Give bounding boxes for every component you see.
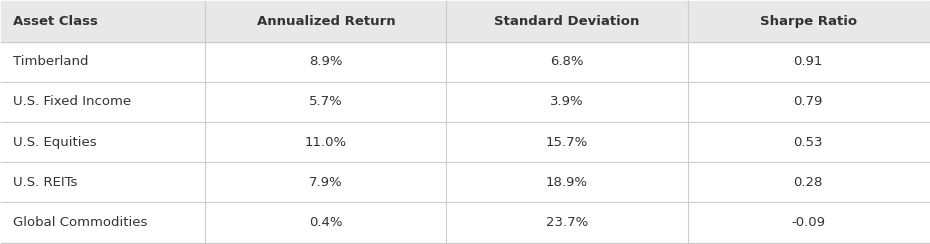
Text: 0.53: 0.53 xyxy=(793,136,823,149)
Text: 5.7%: 5.7% xyxy=(309,95,343,108)
Text: U.S. Fixed Income: U.S. Fixed Income xyxy=(12,95,130,108)
Text: U.S. Equities: U.S. Equities xyxy=(12,136,96,149)
Text: Standard Deviation: Standard Deviation xyxy=(495,15,640,28)
Text: Annualized Return: Annualized Return xyxy=(257,15,395,28)
Text: 8.9%: 8.9% xyxy=(309,55,342,68)
Text: Sharpe Ratio: Sharpe Ratio xyxy=(760,15,857,28)
Text: 0.79: 0.79 xyxy=(793,95,823,108)
Bar xyxy=(1,1,929,41)
Text: 18.9%: 18.9% xyxy=(546,176,588,189)
Text: Asset Class: Asset Class xyxy=(12,15,98,28)
Text: 3.9%: 3.9% xyxy=(551,95,584,108)
Text: Global Commodities: Global Commodities xyxy=(12,216,147,229)
Text: 11.0%: 11.0% xyxy=(305,136,347,149)
Text: 6.8%: 6.8% xyxy=(551,55,584,68)
Text: -0.09: -0.09 xyxy=(791,216,825,229)
Text: 7.9%: 7.9% xyxy=(309,176,343,189)
Text: 0.4%: 0.4% xyxy=(309,216,342,229)
Text: U.S. REITs: U.S. REITs xyxy=(12,176,77,189)
Text: 0.28: 0.28 xyxy=(793,176,823,189)
Text: Timberland: Timberland xyxy=(12,55,88,68)
Text: 15.7%: 15.7% xyxy=(546,136,588,149)
Text: 23.7%: 23.7% xyxy=(546,216,588,229)
Text: 0.91: 0.91 xyxy=(793,55,823,68)
